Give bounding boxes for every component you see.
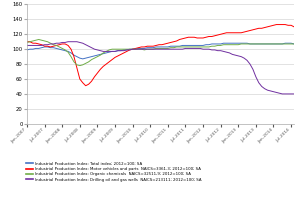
Legend: Industrial Production Index: Total index; 2012=100; SA, Industrial Production In: Industrial Production Index: Total index… xyxy=(26,162,201,182)
